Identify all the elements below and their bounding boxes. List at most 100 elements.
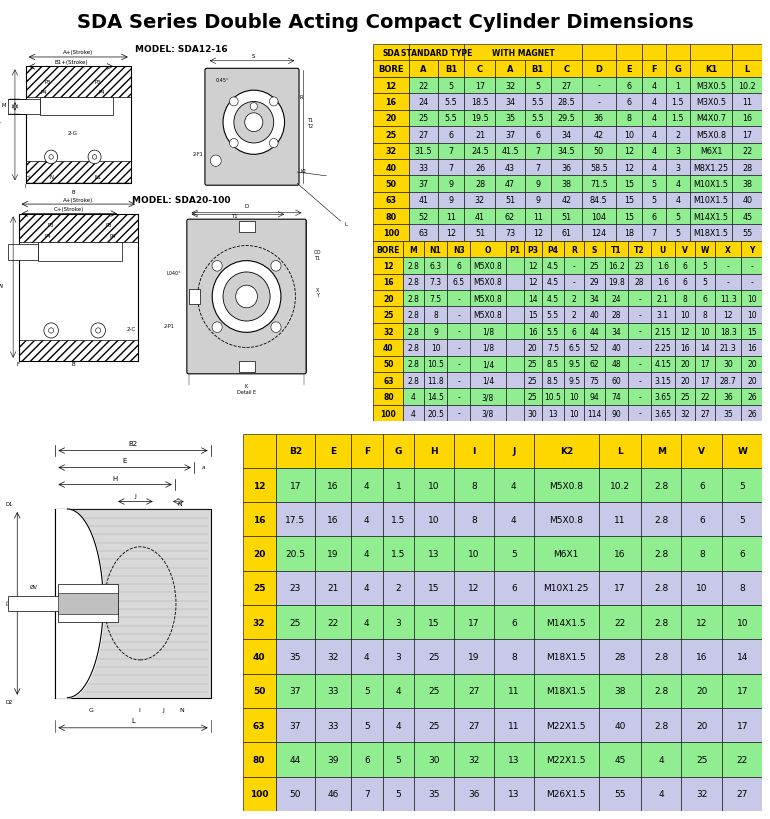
Text: 1: 1 bbox=[675, 82, 681, 90]
Bar bbox=[470, 291, 506, 307]
Text: 10: 10 bbox=[428, 481, 440, 490]
Text: 52: 52 bbox=[418, 213, 429, 221]
Bar bbox=[316, 571, 351, 605]
Text: 16: 16 bbox=[327, 481, 339, 490]
Text: 10: 10 bbox=[570, 410, 579, 418]
Text: 21.3: 21.3 bbox=[720, 344, 737, 352]
Text: R: R bbox=[299, 95, 303, 101]
Text: 32: 32 bbox=[475, 197, 485, 205]
Text: D: D bbox=[595, 66, 602, 74]
Text: 35: 35 bbox=[290, 652, 301, 661]
Bar bbox=[409, 127, 438, 143]
Bar bbox=[409, 143, 438, 160]
Bar bbox=[599, 640, 641, 674]
Text: B2: B2 bbox=[289, 446, 302, 455]
Bar bbox=[564, 291, 584, 307]
Text: 10: 10 bbox=[570, 393, 579, 401]
Text: 35: 35 bbox=[723, 410, 733, 418]
Bar bbox=[58, 585, 118, 622]
Bar bbox=[542, 242, 564, 258]
Text: -: - bbox=[457, 377, 460, 385]
Bar bbox=[447, 324, 470, 340]
Bar bbox=[403, 307, 424, 324]
Bar bbox=[239, 222, 255, 233]
Text: 4: 4 bbox=[364, 481, 370, 490]
Bar bbox=[351, 640, 383, 674]
Text: 28: 28 bbox=[611, 311, 621, 319]
Text: C: C bbox=[564, 66, 570, 74]
Text: 4: 4 bbox=[675, 197, 681, 205]
Bar bbox=[447, 373, 470, 389]
Text: 5: 5 bbox=[703, 278, 708, 287]
Text: 17: 17 bbox=[468, 618, 480, 627]
Bar bbox=[495, 225, 524, 242]
Text: 14: 14 bbox=[528, 295, 537, 303]
Bar bbox=[628, 389, 651, 405]
Text: L: L bbox=[745, 66, 750, 74]
Text: 33: 33 bbox=[327, 686, 339, 695]
Text: 10: 10 bbox=[747, 295, 757, 303]
Text: 17: 17 bbox=[700, 360, 710, 369]
Text: 10.5: 10.5 bbox=[544, 393, 561, 401]
Bar bbox=[675, 340, 695, 356]
Text: 6: 6 bbox=[651, 213, 657, 221]
Text: 1: 1 bbox=[396, 481, 401, 490]
Bar bbox=[722, 571, 762, 605]
Text: 4: 4 bbox=[364, 652, 370, 661]
Text: 4: 4 bbox=[651, 164, 657, 172]
Text: M3X0.5: M3X0.5 bbox=[696, 82, 726, 90]
Text: -: - bbox=[573, 278, 576, 287]
Bar bbox=[239, 361, 255, 373]
Bar bbox=[722, 468, 762, 503]
Bar bbox=[642, 209, 666, 225]
Text: MODEL: SDA20-100: MODEL: SDA20-100 bbox=[132, 196, 231, 205]
Text: M18X1.5: M18X1.5 bbox=[547, 652, 586, 661]
Bar bbox=[424, 307, 447, 324]
Text: 2-C: 2-C bbox=[127, 327, 136, 332]
Bar bbox=[722, 674, 762, 708]
Text: 10: 10 bbox=[747, 311, 757, 319]
Text: 16: 16 bbox=[742, 115, 752, 123]
Bar bbox=[564, 356, 584, 373]
Text: 32: 32 bbox=[386, 147, 397, 156]
Text: 4: 4 bbox=[651, 82, 657, 90]
Text: 20: 20 bbox=[747, 377, 757, 385]
Bar bbox=[675, 373, 695, 389]
Text: 50: 50 bbox=[594, 147, 604, 156]
Text: 2.8: 2.8 bbox=[407, 311, 420, 319]
Bar bbox=[534, 468, 599, 503]
Bar bbox=[438, 160, 464, 176]
Text: 28: 28 bbox=[635, 278, 644, 287]
Text: 29.5: 29.5 bbox=[557, 115, 575, 123]
Text: 2.8: 2.8 bbox=[654, 481, 668, 490]
Text: 1/4: 1/4 bbox=[482, 360, 494, 369]
Bar bbox=[495, 143, 524, 160]
Text: 8.5: 8.5 bbox=[547, 360, 559, 369]
Bar bbox=[715, 405, 742, 422]
Bar bbox=[715, 258, 742, 274]
Text: 2: 2 bbox=[572, 311, 577, 319]
Bar bbox=[742, 389, 762, 405]
Text: 7: 7 bbox=[449, 147, 454, 156]
Bar bbox=[454, 536, 494, 571]
Text: 4: 4 bbox=[511, 481, 517, 490]
Text: 14: 14 bbox=[700, 344, 710, 352]
Bar bbox=[599, 503, 641, 536]
Bar bbox=[666, 209, 690, 225]
Text: 17: 17 bbox=[290, 481, 301, 490]
Text: 9: 9 bbox=[433, 328, 438, 336]
Bar bbox=[424, 356, 447, 373]
Text: 4: 4 bbox=[364, 550, 370, 559]
Text: 1.6: 1.6 bbox=[657, 262, 669, 270]
Bar bbox=[584, 258, 604, 274]
Text: 3/8: 3/8 bbox=[482, 410, 494, 418]
Text: 10: 10 bbox=[430, 344, 440, 352]
Text: N: N bbox=[179, 707, 184, 712]
Text: 4: 4 bbox=[364, 618, 370, 627]
Bar bbox=[316, 605, 351, 640]
Bar bbox=[524, 258, 542, 274]
Bar bbox=[542, 307, 564, 324]
Bar bbox=[414, 708, 454, 742]
Bar bbox=[470, 405, 506, 422]
Text: 42: 42 bbox=[561, 197, 571, 205]
